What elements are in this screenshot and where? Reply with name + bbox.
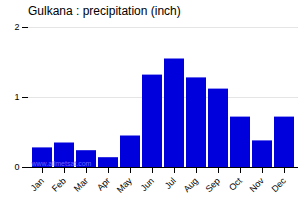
svg-text:Mar: Mar	[72, 176, 90, 194]
svg-text:May: May	[115, 175, 134, 194]
svg-text:Jun: Jun	[139, 176, 156, 193]
svg-text:Oct: Oct	[227, 175, 244, 192]
svg-text:Dec: Dec	[270, 175, 289, 194]
svg-text:www.allmetsat.com: www.allmetsat.com	[31, 160, 92, 167]
svg-text:1: 1	[14, 92, 19, 102]
svg-text:Sep: Sep	[204, 176, 222, 194]
svg-text:Nov: Nov	[248, 175, 267, 194]
svg-text:Feb: Feb	[50, 176, 68, 194]
svg-text:Jul: Jul	[163, 176, 178, 191]
svg-text:Jan: Jan	[29, 176, 46, 193]
svg-text:Apr: Apr	[95, 176, 112, 193]
html-text:Gulkana : precipitation (inch): Gulkana : precipitation (inch)	[28, 4, 181, 18]
svg-text:0: 0	[14, 162, 19, 172]
svg-text:Aug: Aug	[182, 176, 200, 194]
svg-text:2: 2	[14, 22, 19, 32]
